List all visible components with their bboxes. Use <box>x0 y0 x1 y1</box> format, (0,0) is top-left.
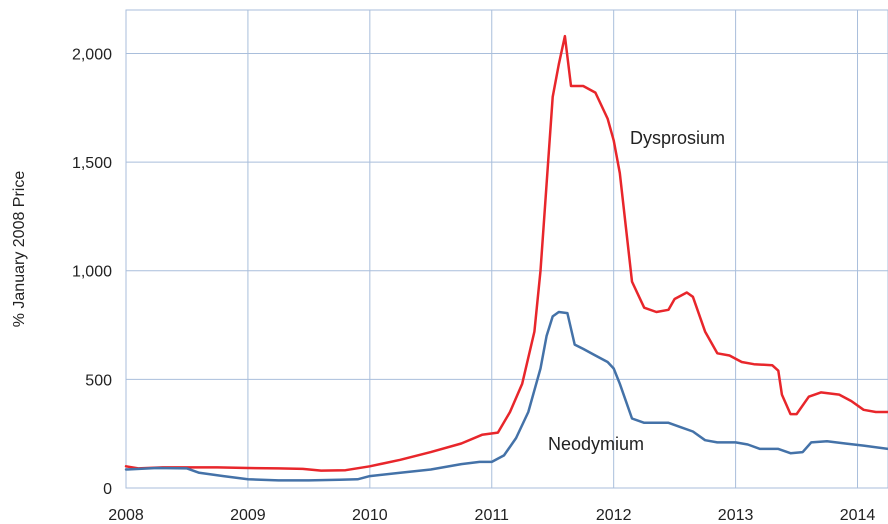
y-axis-title: % January 2008 Price <box>11 171 28 328</box>
x-tick-label: 2009 <box>230 507 266 524</box>
series-line-neodymium <box>124 310 888 482</box>
x-tick-label: 2012 <box>596 507 632 524</box>
y-tick-label: 0 <box>103 481 112 498</box>
y-tick-label: 2,000 <box>72 46 112 63</box>
x-tick-label: 2014 <box>840 507 876 524</box>
x-tick-label: 2013 <box>718 507 754 524</box>
x-tick-label: 2010 <box>352 507 388 524</box>
x-tick-label: 2008 <box>108 507 144 524</box>
x-tick-label: 2011 <box>475 507 510 524</box>
y-tick-label: 1,000 <box>72 264 112 281</box>
y-tick-label: 500 <box>85 372 112 389</box>
y-tick-label: 1,500 <box>72 155 112 172</box>
series-lines <box>124 34 888 482</box>
plot-area-frame <box>125 9 888 489</box>
grid-lines <box>125 10 888 489</box>
series-label-dysprosium: Dysprosium <box>630 128 725 148</box>
y-axis-tick-labels: 0 500 1,000 1,500 2,000 <box>72 46 112 498</box>
series-label-neodymium: Neodymium <box>548 434 644 454</box>
x-axis-tick-labels: 2008 2009 2010 2011 2012 2013 2014 <box>108 507 875 524</box>
series-line-dysprosium <box>124 34 888 472</box>
